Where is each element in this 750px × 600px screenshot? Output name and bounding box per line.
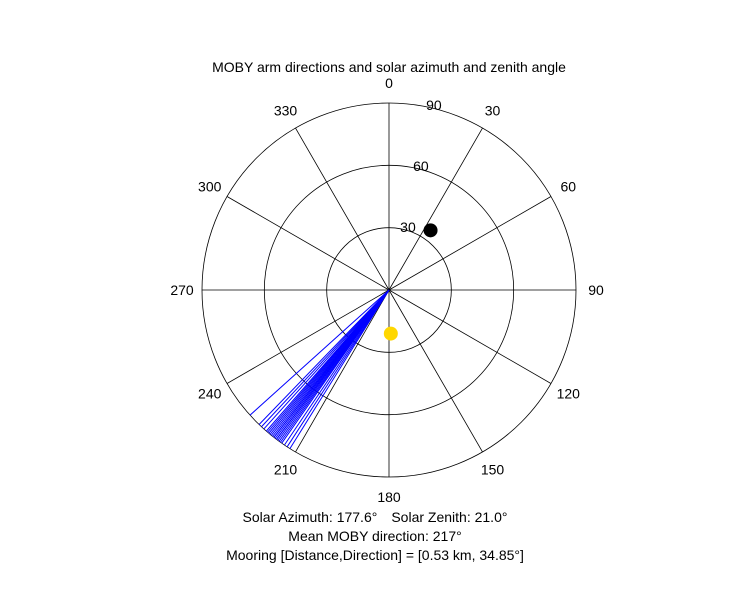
- mean-direction-text: Mean MOBY direction: 217°: [288, 528, 462, 544]
- angle-label-120: 120: [557, 386, 581, 402]
- angle-label-300: 300: [198, 179, 222, 195]
- angle-label-330: 330: [274, 103, 298, 119]
- mooring-text: Mooring [Distance,Direction] = [0.53 km,…: [226, 547, 524, 563]
- solar-zenith-text: Solar Zenith: 21.0°: [391, 509, 508, 525]
- angle-label-210: 210: [274, 461, 298, 477]
- angle-label-30: 30: [485, 103, 501, 119]
- solar-azimuth-text: Solar Azimuth: 177.6°: [242, 509, 378, 525]
- radial-label-60: 60: [413, 158, 429, 174]
- angle-label-270: 270: [170, 282, 194, 298]
- angle-label-240: 240: [198, 386, 222, 402]
- moby-ray-0: [289, 289, 390, 449]
- moby-ray-19: [261, 289, 390, 428]
- mooring-marker: [423, 223, 438, 238]
- polar-grid: [201, 102, 577, 478]
- spoke-300: [226, 196, 390, 291]
- moby-ray-20: [258, 289, 390, 425]
- markers: [383, 223, 438, 341]
- sun-marker: [383, 326, 398, 341]
- spoke-240: [226, 289, 390, 384]
- moby-ray-21: [249, 289, 390, 416]
- angle-label-0: 0: [385, 75, 393, 91]
- spoke-120: [388, 289, 552, 384]
- chart-title: MOBY arm directions and solar azimuth an…: [212, 59, 566, 75]
- spoke-150: [388, 289, 483, 453]
- moby-ray-1: [286, 289, 390, 448]
- moby-ray-2: [284, 289, 390, 446]
- angle-label-180: 180: [377, 489, 401, 505]
- spoke-330: [295, 127, 390, 291]
- angle-label-90: 90: [588, 282, 604, 298]
- spoke-60: [388, 196, 552, 291]
- moby-ray-17: [265, 289, 390, 432]
- angle-label-150: 150: [481, 461, 505, 477]
- spoke-30: [388, 127, 483, 291]
- moby-arm-rays: [249, 289, 390, 449]
- radial-label-30: 30: [400, 219, 416, 235]
- moby-ray-18: [263, 289, 390, 430]
- angle-label-60: 60: [560, 179, 576, 195]
- spoke-210: [295, 289, 390, 453]
- solar-caption-line: Solar Azimuth: 177.6° Solar Zenith: 21.0°: [0, 509, 750, 525]
- tick-labels: 0 30 60 90 120 150 180 210 240 270 300 330 30 60 90: [170, 75, 604, 505]
- radial-label-90: 90: [426, 97, 442, 113]
